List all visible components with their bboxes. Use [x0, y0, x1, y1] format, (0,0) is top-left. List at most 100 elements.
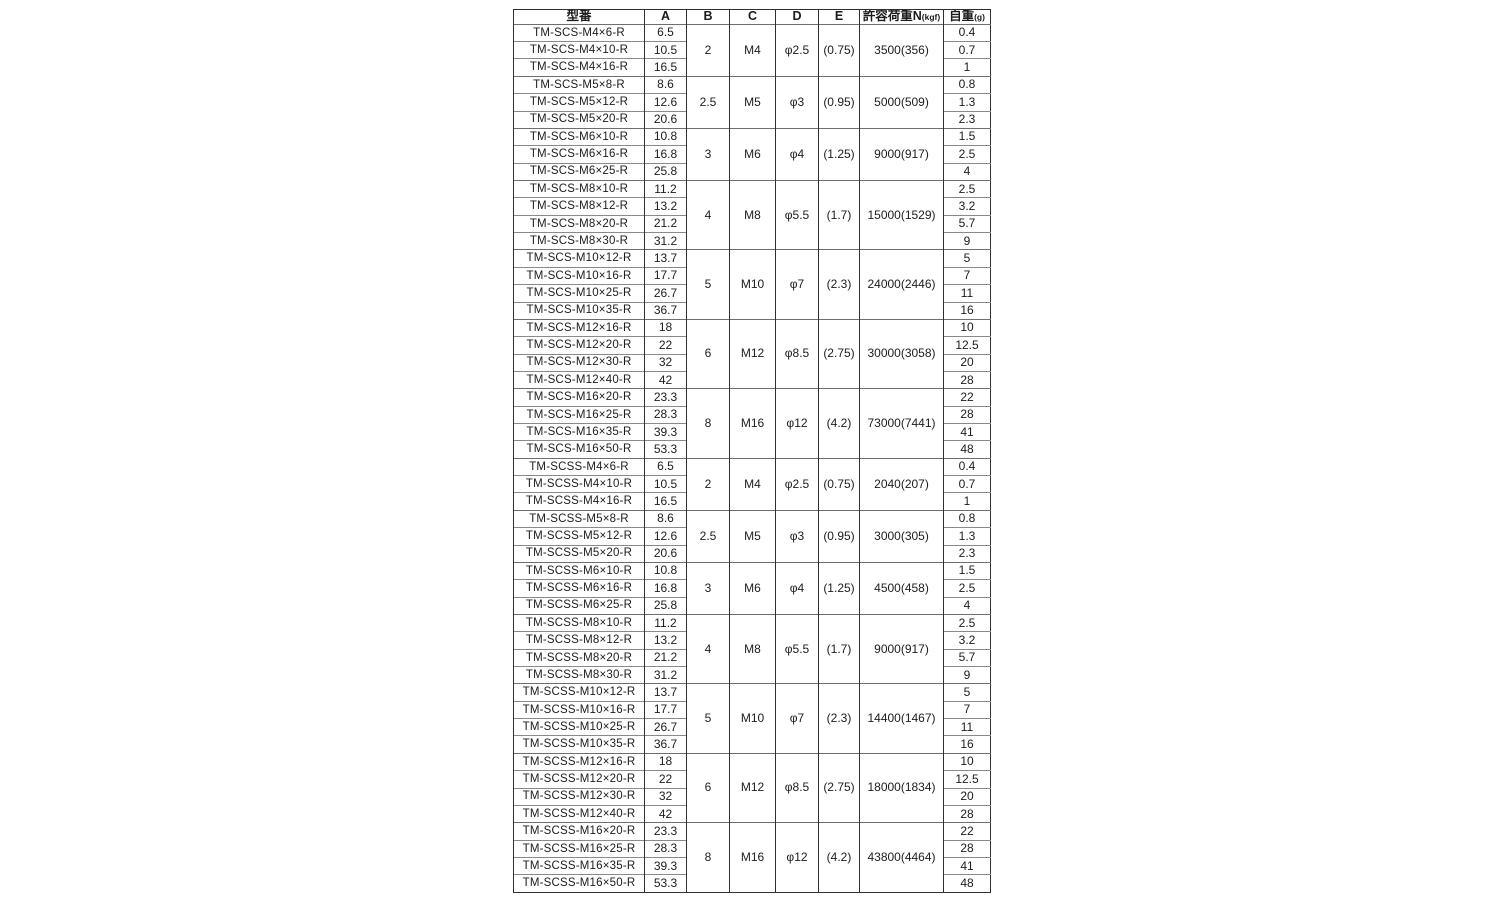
header-weight-label: 自重 [949, 9, 975, 23]
a-cell: 25.8 [644, 596, 687, 615]
table-row: TM-SCSS-M5×12-R 12.6 1.3 [513, 527, 991, 546]
b-cell: 2 [686, 457, 730, 511]
model-cell: TM-SCS-M10×16-R [513, 266, 645, 285]
c-cell: M8 [729, 613, 776, 684]
weight-cell: 0.7 [943, 475, 991, 493]
table-row: TM-SCSS-M6×25-R 25.8 4 [513, 596, 991, 615]
a-cell: 26.7 [644, 284, 687, 302]
table-row: TM-SCS-M10×35-R 36.7 16 [513, 301, 991, 320]
weight-cell: 1.3 [943, 527, 991, 546]
weight-cell: 3.2 [943, 631, 991, 650]
a-cell: 8.6 [644, 75, 687, 94]
table-row: TM-SCS-M8×12-R 13.2 3.2 [513, 197, 991, 216]
weight-cell: 20 [943, 787, 991, 806]
weight-cell: 0.7 [943, 41, 991, 59]
weight-cell: 5 [943, 683, 991, 702]
model-cell: TM-SCSS-M8×20-R [513, 648, 645, 667]
weight-cell: 10 [943, 752, 991, 771]
weight-cell: 2.5 [943, 613, 991, 632]
d-cell: φ7 [775, 683, 819, 754]
model-cell: TM-SCSS-M8×10-R [513, 613, 645, 632]
load-cell: 18000(1834) [859, 752, 944, 823]
model-cell: TM-SCS-M5×8-R [513, 75, 645, 94]
a-cell: 16.8 [644, 579, 687, 598]
e-cell: (2.3) [818, 249, 860, 320]
weight-cell: 41 [943, 423, 991, 441]
b-cell: 3 [686, 561, 730, 615]
a-cell: 16.5 [644, 58, 687, 77]
header-d: D [775, 9, 819, 25]
table-row: TM-SCSS-M16×20-R 23.3 8 M16 φ12 (4.2) 43800(44… [513, 822, 991, 893]
table-row: TM-SCS-M8×20-R 21.2 5.7 [513, 214, 991, 233]
b-cell: 4 [686, 179, 730, 250]
table-row: TM-SCS-M8×10-R 11.2 4 M8 φ5.5 (1.7) 15000(1529… [513, 179, 991, 250]
weight-cell: 2.5 [943, 145, 991, 164]
e-cell: (1.25) [818, 127, 860, 181]
model-cell: TM-SCSS-M4×6-R [513, 457, 645, 476]
e-cell: (1.25) [818, 561, 860, 615]
d-cell: φ8.5 [775, 318, 819, 389]
c-cell: M5 [729, 509, 776, 563]
load-cell: 9000(917) [859, 613, 944, 684]
model-cell: TM-SCSS-M8×30-R [513, 666, 645, 684]
table-row: TM-SCS-M16×20-R 23.3 8 M16 φ12 (4.2) 73000(744… [513, 388, 991, 459]
a-cell: 23.3 [644, 822, 687, 841]
a-cell: 23.3 [644, 388, 687, 407]
weight-cell: 28 [943, 839, 991, 858]
load-cell: 2040(207) [859, 457, 944, 511]
header-a: A [644, 9, 687, 25]
table-row: TM-SCS-M4×16-R 16.5 1 [513, 58, 991, 77]
a-cell: 11.2 [644, 613, 687, 632]
table-row: TM-SCSS-M16×50-R 53.3 48 [513, 874, 991, 893]
model-cell: TM-SCS-M10×12-R [513, 249, 645, 268]
model-cell: TM-SCS-M6×25-R [513, 162, 645, 181]
weight-cell: 3.2 [943, 197, 991, 216]
table-row: TM-SCS-M6×25-R 25.8 4 [513, 162, 991, 181]
b-cell: 6 [686, 752, 730, 823]
weight-cell: 22 [943, 822, 991, 841]
model-cell: TM-SCS-M12×16-R [513, 318, 645, 337]
a-cell: 20.6 [644, 544, 687, 563]
header-e: E [818, 9, 860, 25]
a-cell: 36.7 [644, 735, 687, 754]
model-cell: TM-SCSS-M12×16-R [513, 752, 645, 771]
weight-cell: 12.5 [943, 770, 991, 789]
model-cell: TM-SCS-M5×12-R [513, 93, 645, 112]
weight-cell: 41 [943, 856, 991, 875]
c-cell: M6 [729, 127, 776, 181]
d-cell: φ4 [775, 561, 819, 615]
d-cell: φ8.5 [775, 752, 819, 823]
d-cell: φ7 [775, 249, 819, 320]
model-cell: TM-SCS-M4×16-R [513, 58, 645, 77]
load-cell: 30000(3058) [859, 318, 944, 389]
model-cell: TM-SCSS-M10×25-R [513, 718, 645, 736]
table-row: TM-SCSS-M12×20-R 22 12.5 [513, 770, 991, 789]
a-cell: 17.7 [644, 266, 687, 285]
b-cell: 8 [686, 822, 730, 893]
a-cell: 22 [644, 770, 687, 789]
model-cell: TM-SCS-M8×20-R [513, 214, 645, 233]
a-cell: 39.3 [644, 856, 687, 875]
b-cell: 8 [686, 388, 730, 459]
table-row: TM-SCSS-M8×20-R 21.2 5.7 [513, 648, 991, 667]
table-row: TM-SCS-M12×40-R 42 28 [513, 370, 991, 389]
a-cell: 10.5 [644, 475, 687, 493]
load-cell: 43800(4464) [859, 822, 944, 893]
b-cell: 2 [686, 23, 730, 77]
model-cell: TM-SCS-M10×25-R [513, 284, 645, 302]
load-cell: 4500(458) [859, 561, 944, 615]
model-cell: TM-SCS-M6×10-R [513, 127, 645, 146]
load-cell: 5000(509) [859, 75, 944, 129]
table-row: TM-SCS-M10×12-R 13.7 5 M10 φ7 (2.3) 24000(2446… [513, 249, 991, 320]
d-cell: φ5.5 [775, 179, 819, 250]
c-cell: M4 [729, 457, 776, 511]
b-cell: 5 [686, 249, 730, 320]
weight-cell: 48 [943, 440, 991, 459]
a-cell: 42 [644, 370, 687, 389]
weight-cell: 0.4 [943, 23, 991, 42]
a-cell: 22 [644, 336, 687, 355]
table-row: TM-SCSS-M5×8-R 8.6 2.5 M5 φ3 (0.95) 3000(305) 0… [513, 509, 991, 563]
a-cell: 8.6 [644, 509, 687, 528]
table-row: TM-SCSS-M16×25-R 28.3 28 [513, 839, 991, 858]
weight-cell: 2.5 [943, 179, 991, 198]
